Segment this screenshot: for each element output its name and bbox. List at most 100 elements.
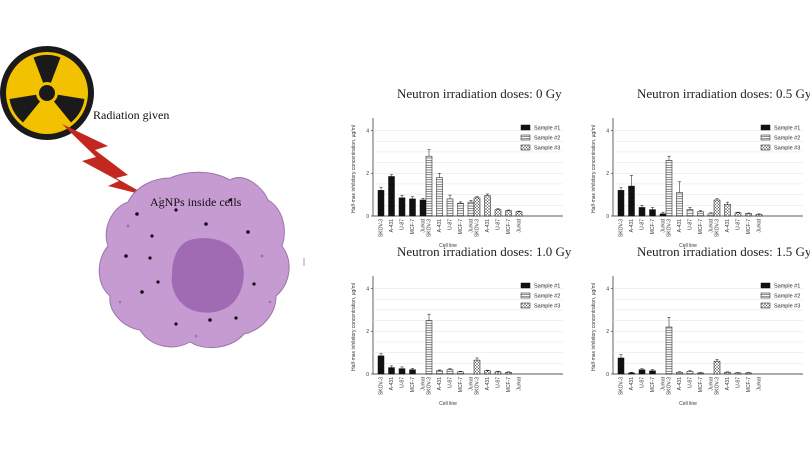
x-axis-label: Cell line xyxy=(439,243,457,249)
bar xyxy=(494,209,502,217)
x-tick-label: MCF-7 xyxy=(650,377,656,392)
nanoparticle-dots xyxy=(124,198,256,326)
bar xyxy=(398,368,406,375)
x-tick-label: Jurkat xyxy=(517,376,523,390)
x-tick-label: U-87 xyxy=(448,377,454,388)
bar xyxy=(473,197,481,217)
x-tick-label: SKOV-3 xyxy=(619,219,625,237)
x-tick-label: Jurkat xyxy=(757,218,763,232)
x-tick-label: Jurkat xyxy=(757,376,763,390)
bar xyxy=(425,320,433,375)
bar xyxy=(484,370,491,375)
cell-label: AgNPs inside cells xyxy=(150,195,242,209)
legend-swatch xyxy=(520,292,531,299)
bar xyxy=(697,211,704,217)
x-tick-label: SKOV-3 xyxy=(427,377,433,395)
bar xyxy=(377,355,385,375)
x-tick-label: A-431 xyxy=(725,377,731,391)
bar xyxy=(377,190,385,217)
bar xyxy=(457,371,464,375)
bar xyxy=(659,213,667,217)
bar xyxy=(484,195,491,217)
y-tick-label: 4 xyxy=(606,128,609,134)
divider xyxy=(303,258,305,266)
bar xyxy=(628,372,635,375)
x-tick-label: MCF-7 xyxy=(506,377,512,392)
legend-swatch xyxy=(760,302,771,309)
x-axis-label: Cell line xyxy=(679,243,697,249)
x-tick-label: Jurkat xyxy=(469,376,475,390)
x-tick-label: A-431 xyxy=(629,377,635,391)
y-tick-label: 0 xyxy=(366,372,369,378)
x-axis-label: Cell line xyxy=(439,401,457,407)
bar xyxy=(473,359,481,375)
bar xyxy=(409,198,416,217)
legend-swatch xyxy=(760,282,771,289)
bar xyxy=(697,372,704,375)
bar xyxy=(446,369,454,375)
x-tick-label: MCF-7 xyxy=(650,219,656,234)
x-tick-label: MCF-7 xyxy=(410,377,416,392)
x-tick-label: MCF-7 xyxy=(746,219,752,234)
x-tick-label: U-87 xyxy=(688,377,694,388)
bar xyxy=(398,197,406,217)
bar xyxy=(649,209,656,217)
x-tick-label: MCF-7 xyxy=(698,219,704,234)
legend-swatch xyxy=(520,144,531,151)
x-tick-label: Jurkat xyxy=(517,218,523,232)
x-tick-label: MCF-7 xyxy=(698,377,704,392)
illustration: Radiation given AgNPs inside cells xyxy=(0,46,290,349)
y-tick-label: 0 xyxy=(366,214,369,220)
x-tick-label: U-87 xyxy=(448,219,454,230)
bar xyxy=(638,369,646,375)
x-tick-label: Jurkat xyxy=(421,376,427,390)
x-tick-label: SKOV-3 xyxy=(379,377,385,395)
bar xyxy=(713,199,721,217)
x-tick-label: Jurkat xyxy=(469,218,475,232)
x-tick-label: U-87 xyxy=(640,377,646,388)
x-tick-label: U-87 xyxy=(496,377,502,388)
bar xyxy=(676,372,683,375)
chart-title: Neutron irradiation doses: 0 Gy xyxy=(397,86,562,101)
y-axis-label: Half-max inhibitory concentration, µg/ml xyxy=(351,283,357,371)
bar xyxy=(617,357,625,375)
x-tick-label: U-87 xyxy=(640,219,646,230)
x-tick-label: SKOV-3 xyxy=(427,219,433,237)
bar xyxy=(686,209,694,217)
radiation-hazard-icon xyxy=(0,46,94,140)
bar xyxy=(425,155,433,217)
legend-swatch xyxy=(520,282,531,289)
chart-title: Neutron irradiation doses: 0.5 Gy xyxy=(637,86,810,101)
x-tick-label: SKOV-3 xyxy=(715,219,721,237)
x-tick-label: U-87 xyxy=(736,219,742,230)
legend-label: Sample #2 xyxy=(534,294,560,300)
x-tick-label: Jurkat xyxy=(709,376,715,390)
bar xyxy=(628,185,635,217)
legend-swatch xyxy=(520,134,531,141)
y-tick-label: 0 xyxy=(606,214,609,220)
x-tick-label: U-87 xyxy=(496,219,502,230)
legend-swatch xyxy=(760,124,771,131)
x-tick-label: SKOV-3 xyxy=(667,219,673,237)
chart-title: Neutron irradiation doses: 1.5 Gy xyxy=(637,244,810,259)
x-tick-label: SKOV-3 xyxy=(475,219,481,237)
legend-label: Sample #3 xyxy=(534,146,560,152)
bar xyxy=(713,360,721,375)
bar xyxy=(734,372,742,375)
y-axis-label: Half-max inhibitory concentration, µg/ml xyxy=(591,283,597,371)
bar xyxy=(755,214,763,217)
bar xyxy=(436,370,443,375)
bar xyxy=(457,202,464,217)
legend-label: Sample #1 xyxy=(534,284,560,290)
x-tick-label: MCF-7 xyxy=(746,377,752,392)
bar xyxy=(419,199,427,217)
bar xyxy=(676,192,683,217)
x-tick-label: A-431 xyxy=(629,219,635,233)
bar xyxy=(467,201,475,217)
x-tick-label: MCF-7 xyxy=(410,219,416,234)
x-axis-label: Cell line xyxy=(679,401,697,407)
x-tick-label: Jurkat xyxy=(661,376,667,390)
bar xyxy=(505,372,512,375)
y-tick-label: 4 xyxy=(606,286,609,292)
legend-label: Sample #1 xyxy=(774,284,800,290)
